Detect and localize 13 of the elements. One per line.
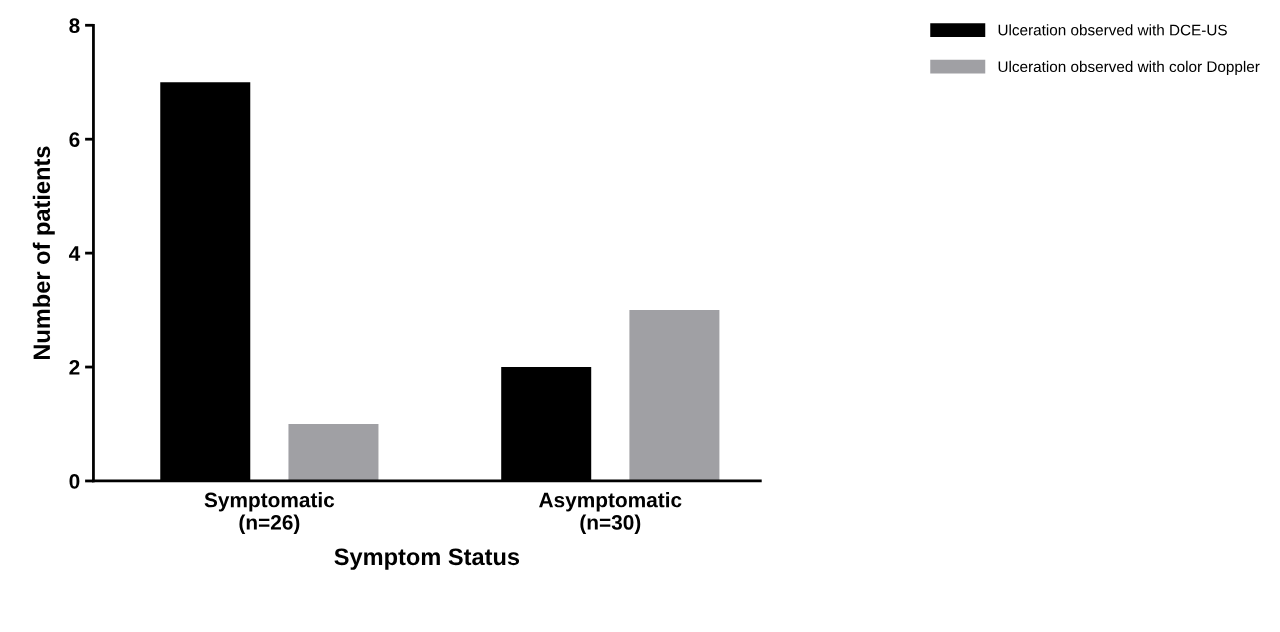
x-tick-label: Asymptomatic (n=30) [539, 492, 682, 534]
legend-label: Ulceration observed with color Doppler [998, 60, 1260, 76]
y-tick-label: 6 [69, 132, 80, 147]
legend-label: Ulceration observed with DCE-US [998, 24, 1227, 36]
y-tick-label: 0 [69, 473, 80, 489]
y-tick-label: 2 [69, 360, 80, 375]
y-axis-title: Number of patients [32, 146, 55, 360]
y-tick-label: 4 [68, 246, 81, 261]
y-tick-label: 8 [69, 18, 80, 34]
x-axis-title: Symptom Status [334, 548, 520, 570]
x-tick-label: Symptomatic (n=26) [204, 492, 335, 534]
bar [288, 423, 379, 481]
bar [629, 310, 720, 481]
